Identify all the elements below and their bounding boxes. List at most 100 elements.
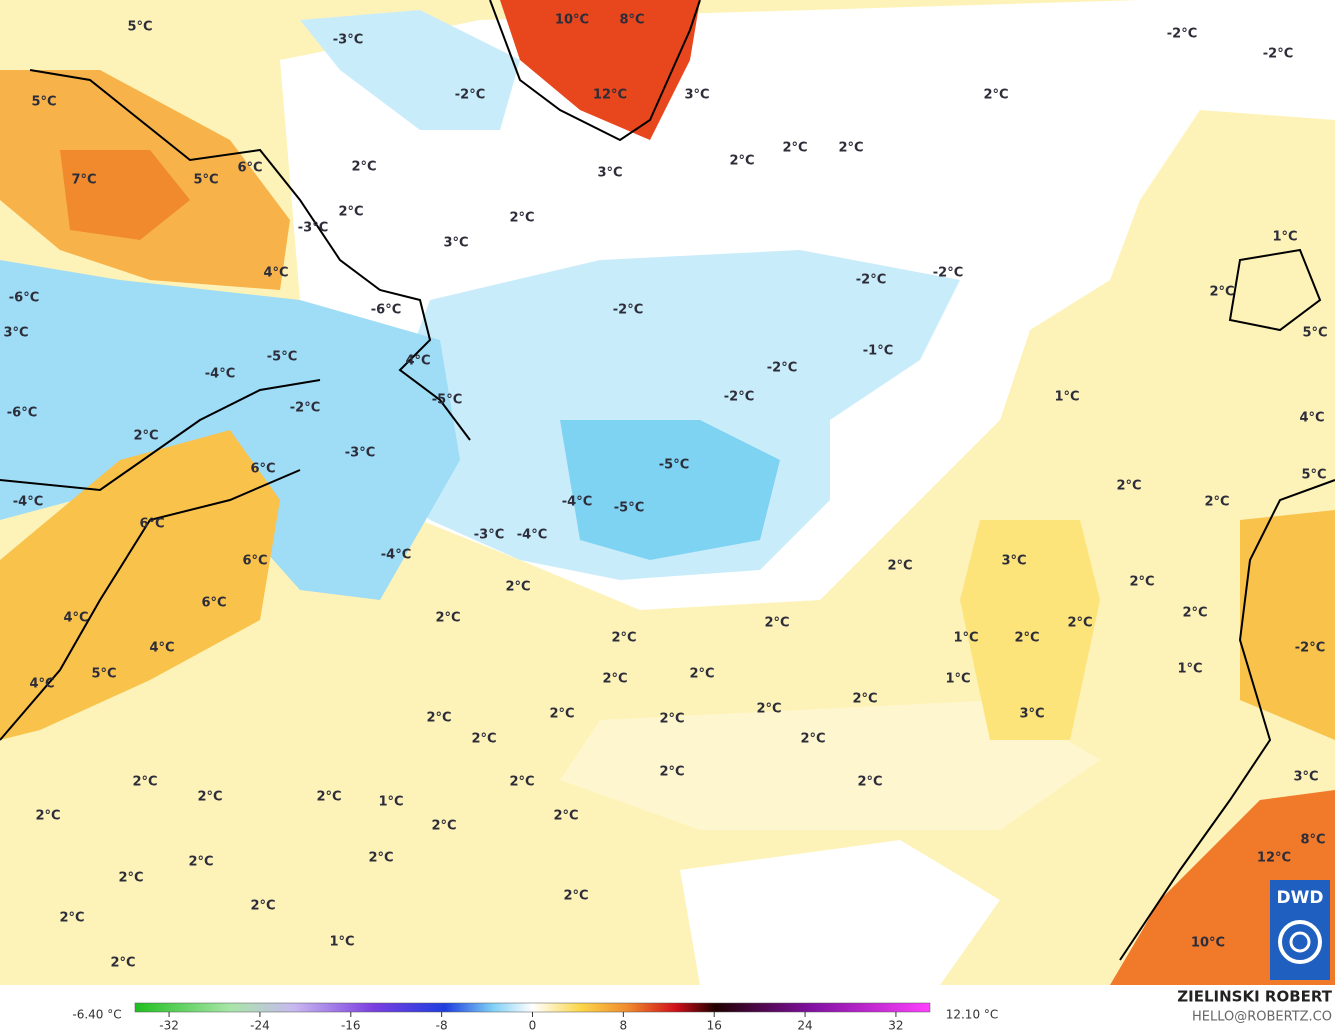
temperature-label: 8°C: [1300, 833, 1325, 848]
temperature-label: -2°C: [1295, 641, 1325, 656]
temperature-label: 4°C: [29, 677, 54, 692]
contact: HELLO@ROBERTZ.CO: [1192, 1010, 1332, 1025]
temperature-label: 2°C: [729, 154, 754, 169]
map-background: [0, 0, 1335, 985]
colorbar-tick-label: 32: [888, 1019, 903, 1033]
coastlines: [0, 0, 1335, 961]
temperature-label: 2°C: [509, 211, 534, 226]
colorbar-tick-label: 16: [707, 1019, 722, 1033]
temperature-label: 1°C: [329, 935, 354, 950]
temperature-label: 2°C: [197, 790, 222, 805]
temperature-label: 5°C: [193, 173, 218, 188]
temperature-label: -2°C: [613, 303, 643, 318]
temperature-label: 2°C: [602, 672, 627, 687]
temperature-label: 2°C: [471, 732, 496, 747]
logo-text: DWD: [1277, 888, 1324, 908]
temperature-label: 2°C: [887, 559, 912, 574]
colorbar: [134, 1002, 931, 1013]
temperature-label: 2°C: [1204, 495, 1229, 510]
temperature-label: 2°C: [838, 141, 863, 156]
temperature-label: 2°C: [431, 819, 456, 834]
temperature-label: -6°C: [9, 291, 39, 306]
temperature-label: 5°C: [91, 667, 116, 682]
temperature-label: 2°C: [132, 775, 157, 790]
temperature-label: 10°C: [1191, 936, 1225, 951]
temperature-label: 12°C: [1257, 851, 1291, 866]
temperature-label: 2°C: [782, 141, 807, 156]
temperature-label: 5°C: [31, 95, 56, 110]
temperature-label: -4°C: [13, 495, 43, 510]
temperature-label: 3°C: [597, 166, 622, 181]
temperature-label: 2°C: [611, 631, 636, 646]
temperature-label: 2°C: [1209, 285, 1234, 300]
temperature-label: 2°C: [553, 809, 578, 824]
colorbar-tick-label: 0: [529, 1019, 537, 1033]
temperature-label: 2°C: [435, 611, 460, 626]
temperature-label: 4°C: [405, 354, 430, 369]
dwd-logo: [1270, 880, 1330, 980]
temperature-label: 2°C: [426, 711, 451, 726]
temperature-label: -4°C: [562, 495, 592, 510]
temperature-label: -3°C: [474, 528, 504, 543]
temperature-label: 2°C: [1182, 606, 1207, 621]
temperature-label: 4°C: [1299, 411, 1324, 426]
temperature-label: 8°C: [619, 13, 644, 28]
temperature-label: 2°C: [1129, 575, 1154, 590]
temperature-label: -5°C: [614, 501, 644, 516]
temperature-label: 3°C: [1019, 707, 1044, 722]
temperature-label: 6°C: [250, 462, 275, 477]
temperature-label: -6°C: [371, 303, 401, 318]
temperature-label: 2°C: [133, 429, 158, 444]
colorbar-tick-label: -8: [436, 1019, 448, 1033]
temperature-label: 2°C: [1116, 479, 1141, 494]
temperature-label: -2°C: [724, 390, 754, 405]
temperature-label: 2°C: [800, 732, 825, 747]
temperature-label: 2°C: [1014, 631, 1039, 646]
temperature-label: 4°C: [63, 611, 88, 626]
temperature-label: 2°C: [250, 899, 275, 914]
temperature-label: 1°C: [1272, 230, 1297, 245]
temperature-label: 5°C: [1302, 326, 1327, 341]
temperature-label: -3°C: [298, 221, 328, 236]
temperature-label: 2°C: [110, 956, 135, 971]
colorbar-tick-label: -32: [159, 1019, 179, 1033]
temperature-label: -2°C: [1167, 27, 1197, 42]
temperature-label: 2°C: [59, 911, 84, 926]
temperature-label: 12°C: [593, 88, 627, 103]
temperature-label: 5°C: [1301, 468, 1326, 483]
temperature-label: 3°C: [1293, 770, 1318, 785]
temperature-label: 1°C: [945, 672, 970, 687]
temperature-label: 2°C: [983, 88, 1008, 103]
temperature-label: 2°C: [1067, 616, 1092, 631]
temperature-label: -2°C: [856, 273, 886, 288]
temperature-label: -1°C: [863, 344, 893, 359]
colorbar-max-label: 12.10 °C: [946, 1008, 999, 1022]
temperature-label: 3°C: [443, 236, 468, 251]
colorbar-tick-label: -24: [250, 1019, 270, 1033]
temperature-label: 7°C: [71, 173, 96, 188]
colorbar-min-label: -6.40 °C: [72, 1008, 121, 1022]
colorbar-tick-label: 24: [797, 1019, 812, 1033]
temperature-label: 2°C: [764, 616, 789, 631]
temperature-label: 2°C: [368, 851, 393, 866]
temperature-label: -5°C: [659, 458, 689, 473]
temperature-label: 2°C: [351, 160, 376, 175]
temperature-label: 3°C: [3, 326, 28, 341]
temperature-label: 2°C: [659, 765, 684, 780]
temperature-label: 4°C: [149, 641, 174, 656]
temperature-label: 2°C: [35, 809, 60, 824]
temperature-label: 10°C: [555, 13, 589, 28]
temperature-labels: 5°C -3°C 10°C 8°C -2°C -2°C 5°C -2°C 12°C 3°C 2°C 7…: [3, 13, 1327, 971]
temperature-label: 2°C: [563, 889, 588, 904]
temperature-label: 4°C: [263, 266, 288, 281]
temperature-label: 2°C: [118, 871, 143, 886]
temperature-label: 2°C: [689, 667, 714, 682]
temperature-label: -3°C: [345, 446, 375, 461]
temperature-label: -2°C: [933, 266, 963, 281]
temperature-label: -2°C: [1263, 47, 1293, 62]
temperature-label: 3°C: [684, 88, 709, 103]
temperature-label: 2°C: [549, 707, 574, 722]
temperature-label: 2°C: [316, 790, 341, 805]
temperature-label: 2°C: [338, 205, 363, 220]
temperature-label: -4°C: [205, 367, 235, 382]
